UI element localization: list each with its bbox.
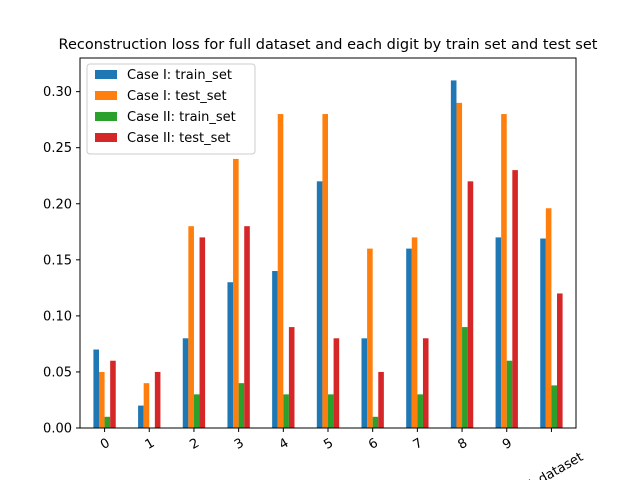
bar-0-series-3	[110, 360, 116, 428]
legend-swatch	[95, 91, 117, 100]
legend-box	[86, 63, 256, 155]
bar-6-series-0	[361, 338, 368, 428]
bar-1-series-3	[154, 371, 161, 428]
y-tick-label: 0.10	[43, 309, 72, 324]
x-tick-label: 7	[411, 436, 426, 453]
bar-0-series-1	[98, 371, 105, 428]
bar-1-series-1	[143, 383, 150, 428]
bar-5-series-1	[322, 114, 328, 428]
bar-8-series-1	[456, 102, 463, 428]
bar-7-series-1	[411, 237, 418, 428]
bar-9-series-3	[512, 170, 518, 428]
bar-8-series-3	[467, 181, 474, 428]
x-tick-label: 1	[143, 436, 158, 453]
bar-9-series-2	[506, 360, 513, 428]
bar-6-series-2	[372, 416, 379, 428]
bar-2-series-3	[199, 237, 206, 428]
bar-full_dataset-series-2	[551, 385, 558, 428]
y-axis: 0.00 0.05 0.10 0.15 0.20 0.25 0.30	[43, 85, 80, 437]
y-tick-label: 0.15	[43, 253, 72, 268]
bar-3-series-2	[238, 383, 245, 428]
bar-5-series-3	[333, 338, 340, 428]
bar-9-series-0	[495, 237, 502, 428]
bar-1-series-0	[138, 405, 144, 428]
x-tick-label: 4	[277, 436, 292, 453]
bar-9-series-1	[501, 114, 507, 428]
legend: Case I: train_set Case I: test_set Case II…	[86, 63, 256, 155]
bar-8-series-0	[450, 80, 457, 429]
bar-4-series-0	[272, 271, 278, 428]
bar-0-series-0	[93, 349, 99, 428]
bar-4-series-3	[288, 327, 295, 428]
bars-group	[93, 80, 563, 429]
bar-full_dataset-series-0	[540, 238, 546, 428]
bar-5-series-2	[328, 394, 334, 428]
bar-7-series-3	[422, 338, 429, 428]
legend-swatch	[95, 112, 117, 121]
bar-6-series-3	[378, 371, 384, 428]
bar-8-series-2	[462, 327, 468, 428]
bar-3-series-0	[227, 282, 234, 428]
x-tick-label: 8	[455, 436, 470, 453]
x-tick-label: 9	[500, 436, 515, 453]
x-tick-label: 6	[366, 436, 381, 453]
y-tick-label: 0.25	[43, 141, 72, 156]
bar-2-series-1	[188, 226, 194, 428]
x-tick-label: 2	[187, 436, 202, 453]
y-tick-label: 0.05	[43, 365, 72, 380]
legend-swatch	[95, 70, 117, 79]
bar-4-series-1	[277, 114, 284, 428]
bar-2-series-0	[182, 338, 189, 428]
y-tick-label: 0.30	[43, 85, 72, 100]
bar-3-series-1	[233, 158, 239, 428]
bar-3-series-3	[244, 226, 250, 428]
chart-title: Reconstruction loss for full dataset and…	[59, 37, 598, 53]
bar-7-series-0	[406, 248, 412, 428]
legend-label: Case I: train_set	[127, 68, 232, 83]
bar-7-series-2	[417, 394, 423, 428]
bar-6-series-1	[367, 248, 373, 428]
x-tick-label: 0	[98, 436, 113, 453]
x-tick-label: 5	[321, 436, 336, 453]
bar-full_dataset-series-3	[557, 293, 563, 428]
legend-swatch	[95, 133, 117, 142]
bar-4-series-2	[283, 394, 289, 428]
x-tick-label: 3	[232, 436, 247, 453]
legend-label: Case II: train_set	[127, 110, 236, 125]
y-tick-label: 0.00	[43, 422, 72, 437]
x-tick-label: full_dataset	[513, 450, 586, 480]
bar-0-series-2	[104, 416, 111, 428]
bar-5-series-0	[316, 181, 323, 428]
bar-2-series-2	[193, 394, 200, 428]
y-tick-label: 0.20	[43, 197, 72, 212]
legend-label: Case II: test_set	[127, 131, 230, 146]
legend-label: Case I: test_set	[127, 89, 227, 104]
bar-full_dataset-series-1	[545, 208, 552, 428]
